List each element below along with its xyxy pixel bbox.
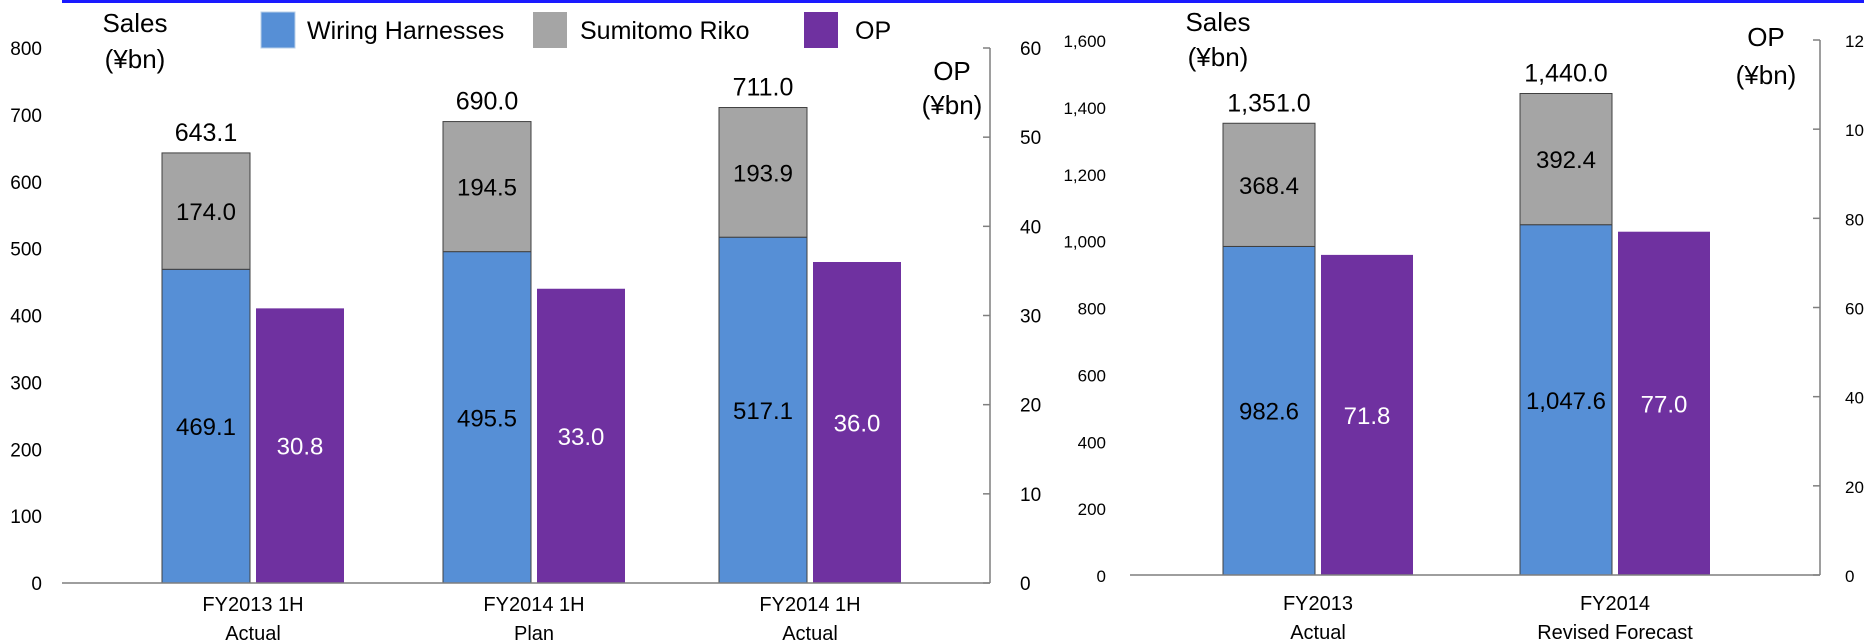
chart2-label-riko-0: 368.4 <box>1239 173 1299 200</box>
chart1-bar-riko-2 <box>718 107 808 238</box>
chart2-category-label-0-line1: FY2013 <box>1283 593 1353 615</box>
chart2-label-wiring-0: 982.6 <box>1239 399 1299 426</box>
chart2-left-tick-label-5: 1,000 <box>1063 233 1106 252</box>
chart1-right-tick-label-2: 20 <box>1020 396 1041 417</box>
chart2-left-axis-title-line2: (¥bn) <box>1188 42 1249 72</box>
chart1-bar-op-1 <box>537 288 625 583</box>
chart1-category-label-0-line2: Actual <box>225 623 281 643</box>
chart1-right-axis-title-line1: OP <box>933 56 971 86</box>
chart1-bar-op-2 <box>813 262 901 583</box>
chart1-bar-wiring-0 <box>161 268 251 584</box>
chart2-left-tick-label-4: 800 <box>1078 300 1106 319</box>
chart1-right-axis-title-line2: (¥bn) <box>922 90 983 120</box>
chart2-label-riko-1: 392.4 <box>1536 147 1596 174</box>
chart2-bar-op-0 <box>1321 254 1413 575</box>
chart1-label-riko-2: 193.9 <box>733 160 793 187</box>
chart1-category-label-2-line2: Actual <box>782 623 838 643</box>
chart1-label-riko-1: 194.5 <box>457 175 517 202</box>
chart2-left-tick-label-6: 1,200 <box>1063 166 1106 185</box>
chart2-total-label-0: 1,351.0 <box>1227 89 1310 117</box>
chart1-left-tick-label-1: 100 <box>10 507 42 528</box>
chart1-left-tick-label-5: 500 <box>10 240 42 261</box>
chart2-right-tick-label-5: 100 <box>1845 121 1864 140</box>
chart1-left-axis-title-line2: (¥bn) <box>105 44 166 74</box>
legend-label-wiring: Wiring Harnesses <box>307 17 504 45</box>
chart2-left-axis-title-line1: Sales <box>1185 7 1250 37</box>
chart1-left-tick-label-6: 600 <box>10 173 42 194</box>
chart1-label-riko-0: 174.0 <box>176 199 236 226</box>
chart1-category-label-2-line1: FY2014 1H <box>759 594 860 616</box>
chart1-total-label-0: 643.1 <box>175 119 238 147</box>
chart1-right-tick-label-1: 10 <box>1020 485 1041 506</box>
chart2-bar-wiring-0 <box>1222 245 1316 576</box>
chart2-category-label-0-line2: Actual <box>1290 622 1346 643</box>
chart1-left-tick-label-2: 200 <box>10 440 42 461</box>
chart1-right-tick-label-3: 30 <box>1020 307 1041 328</box>
chart1-right-tick-label-4: 40 <box>1020 217 1041 238</box>
chart1-left-tick-label-0: 0 <box>31 574 42 595</box>
chart2-right-axis-title-line1: OP <box>1747 22 1785 52</box>
chart1-left-axis-title-line1: Sales <box>102 8 167 38</box>
chart2-category-label-1-line2: Revised Forecast <box>1537 622 1693 643</box>
chart2-category-label-1-line1: FY2014 <box>1580 593 1650 615</box>
chart2-label-op-0: 71.8 <box>1344 403 1391 430</box>
chart2-right-tick-label-3: 60 <box>1845 300 1864 319</box>
chart2-label-op-1: 77.0 <box>1641 391 1688 418</box>
chart2-total-label-1: 1,440.0 <box>1524 60 1607 88</box>
chart1-right-tick-label-5: 50 <box>1020 128 1041 149</box>
chart1-right-tick-label-0: 0 <box>1020 574 1031 595</box>
chart1-total-label-2: 711.0 <box>733 74 794 102</box>
chart1-bar-wiring-2 <box>718 236 808 584</box>
chart1-label-wiring-2: 517.1 <box>733 398 793 425</box>
chart2-label-wiring-1: 1,047.6 <box>1526 388 1606 415</box>
legend-swatch-op <box>804 12 838 48</box>
chart2-left-tick-label-0: 0 <box>1097 567 1106 586</box>
legend-label-riko: Sumitomo Riko <box>580 17 750 45</box>
chart1-category-label-1-line2: Plan <box>514 623 554 643</box>
chart2-left-tick-label-2: 400 <box>1078 433 1106 452</box>
chart1-category-label-1-line1: FY2014 1H <box>483 594 584 616</box>
chart1-category-label-0-line1: FY2013 1H <box>202 594 303 616</box>
chart1-left-tick-label-7: 700 <box>10 106 42 127</box>
top-border-line <box>62 0 1864 3</box>
chart1-left-tick-label-4: 400 <box>10 307 42 328</box>
chart1-bar-op-0 <box>256 308 344 583</box>
chart2-left-tick-label-8: 1,600 <box>1063 32 1106 51</box>
chart1-bar-wiring-1 <box>442 251 532 584</box>
chart2-left-tick-label-3: 600 <box>1078 366 1106 385</box>
chart1-label-wiring-1: 495.5 <box>457 405 517 432</box>
legend-label-op: OP <box>855 17 891 45</box>
legend-swatch-riko <box>533 12 567 48</box>
chart1-left-tick-label-8: 800 <box>10 39 42 60</box>
chart2-right-tick-label-1: 20 <box>1845 478 1864 497</box>
chart2-bar-riko-1 <box>1519 93 1613 226</box>
chart1-label-op-2: 36.0 <box>834 411 881 438</box>
chart1-label-op-1: 33.0 <box>558 424 605 451</box>
chart2-right-tick-label-6: 120 <box>1845 32 1864 51</box>
chart2-left-tick-label-7: 1,400 <box>1063 99 1106 118</box>
chart1-bar-riko-1 <box>442 121 532 253</box>
chart2-bar-op-1 <box>1618 231 1710 576</box>
chart2-right-tick-label-4: 80 <box>1845 210 1864 229</box>
chart1-total-label-1: 690.0 <box>456 88 519 116</box>
chart1-left-tick-label-3: 300 <box>10 373 42 394</box>
chart2-left-tick-label-1: 200 <box>1078 500 1106 519</box>
chart2-right-tick-label-0: 0 <box>1845 567 1854 586</box>
chart2-right-tick-label-2: 40 <box>1845 389 1864 408</box>
chart1-bar-riko-0 <box>161 152 251 270</box>
chart2-bar-riko-0 <box>1222 122 1316 247</box>
chart1-label-wiring-0: 469.1 <box>176 414 236 441</box>
legend-swatch-wiring <box>260 11 296 49</box>
chart1-label-op-0: 30.8 <box>277 434 324 461</box>
chart1-right-tick-label-6: 60 <box>1020 39 1041 60</box>
chart2-right-axis-title-line2: (¥bn) <box>1736 60 1797 90</box>
